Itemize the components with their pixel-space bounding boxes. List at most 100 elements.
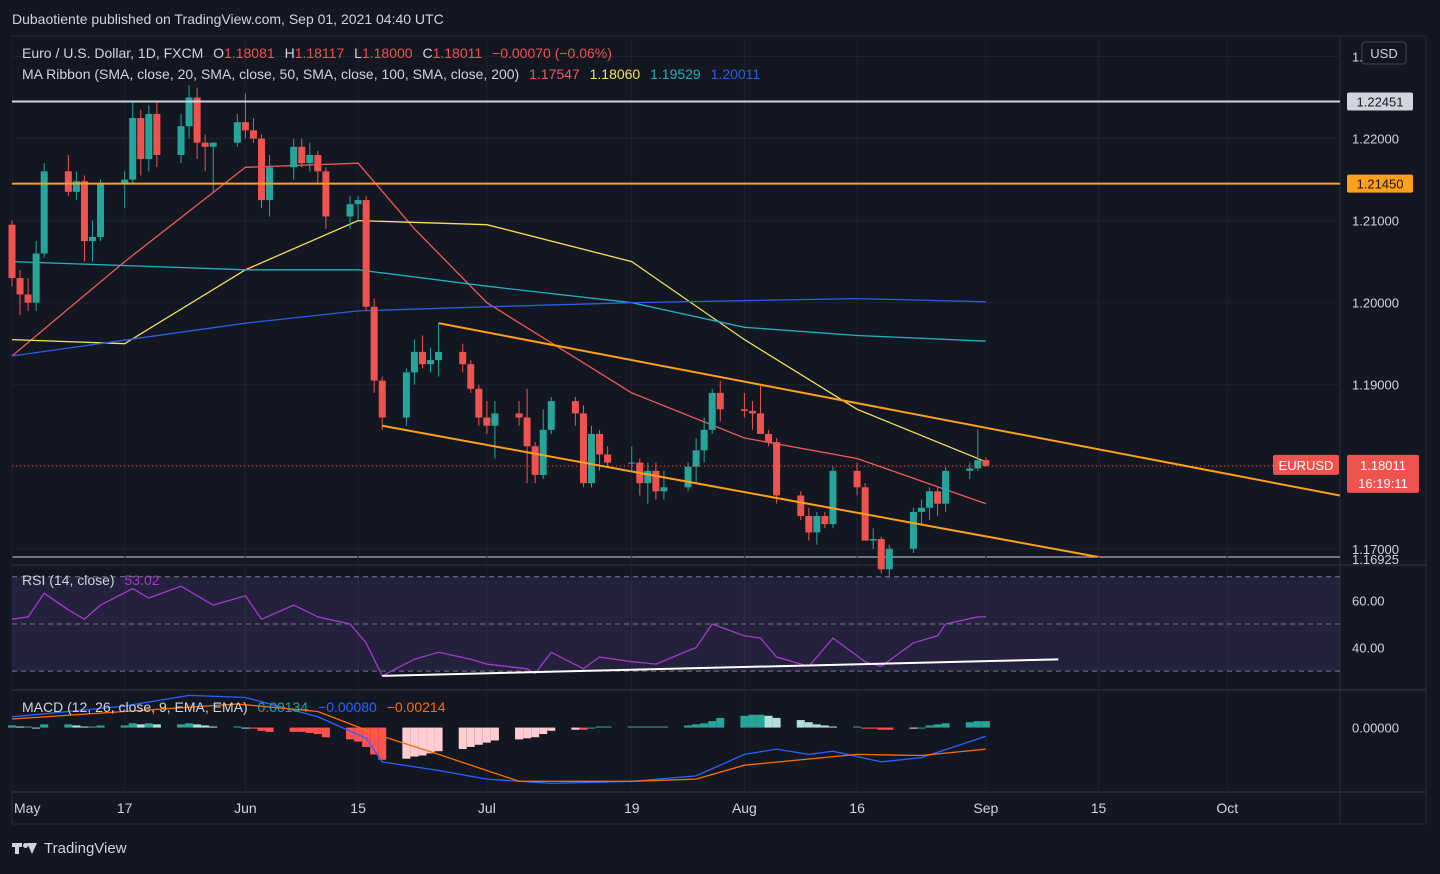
candle-body [523, 417, 531, 447]
candle [885, 544, 893, 578]
candle-body [241, 122, 249, 131]
macd-histogram-bar [144, 723, 153, 728]
macd-histogram-bar [595, 726, 604, 728]
ma200-line [11, 297, 986, 357]
macd-histogram-bar [177, 724, 186, 728]
time-tick-label: May [14, 800, 40, 816]
macd-histogram-bar [305, 727, 314, 733]
trendline-lower [382, 424, 1099, 557]
candle [740, 392, 748, 418]
candle-body [402, 372, 410, 418]
macd-histogram-bar [233, 726, 242, 728]
trendline-upper [438, 322, 1340, 497]
macd-histogram-bar [24, 726, 33, 728]
candle-body [821, 515, 829, 525]
candle [531, 442, 539, 484]
macd-tick-label: 0.00000 [1352, 721, 1399, 736]
ma200-value: 1.20011 [711, 66, 761, 82]
price-tick-label: 1.20000 [1352, 296, 1399, 311]
candle-body [145, 113, 153, 160]
macd-histogram-bar [820, 725, 829, 728]
macd-histogram-bar [804, 722, 813, 728]
candle [708, 388, 716, 434]
macd-histogram-bar [313, 727, 322, 735]
candle [40, 163, 48, 258]
candle [571, 397, 579, 426]
legend-high: 1.18117 [295, 45, 345, 61]
candle-body [435, 351, 443, 361]
candle-body [8, 224, 16, 279]
time-tick-label: Jun [234, 800, 257, 816]
candle [72, 171, 80, 201]
macd-histogram-bar [297, 727, 306, 732]
candle-body [258, 138, 266, 201]
candle [861, 483, 869, 541]
candle [982, 457, 990, 467]
macd-histogram-bar [370, 727, 379, 755]
footer-brand[interactable]: TradingView [12, 836, 127, 860]
candle-body [604, 454, 612, 463]
macd-histogram-bar [812, 724, 821, 728]
rsi-line [11, 585, 986, 677]
macd-histogram-bar [692, 724, 701, 728]
candle [700, 417, 708, 463]
candle [137, 109, 145, 176]
candle-body [410, 351, 418, 373]
candle-body [571, 401, 579, 414]
macd-histogram-bar [796, 720, 805, 728]
candle-body [346, 204, 354, 217]
brand-name: TradingView [44, 839, 127, 857]
macd-histogram-bar [925, 725, 934, 728]
candle [757, 384, 765, 434]
candle [129, 101, 137, 184]
candle [153, 101, 161, 168]
candle-body [129, 118, 137, 180]
candle [628, 446, 636, 471]
candle-body [249, 130, 257, 139]
candle-body [362, 200, 370, 307]
macd-legend: MACD (12, 26, close, 9, EMA, EMA) 0.0013… [22, 699, 446, 715]
candle [24, 278, 32, 311]
macd-histogram-bar [917, 727, 926, 729]
macd-histogram-bar [72, 725, 81, 728]
macd-histogram-bar [869, 727, 878, 729]
price-tag-value: 1.18011 [1360, 458, 1406, 473]
macd-histogram-bar [289, 727, 298, 732]
candle [177, 113, 185, 164]
currency-button[interactable]: USD [1361, 41, 1407, 65]
legend-h-label: H [285, 45, 295, 61]
candle-body [209, 142, 217, 147]
candle-body [459, 351, 467, 365]
macd-histogram-bar [16, 726, 25, 728]
candle [596, 429, 604, 471]
legend-c-label: C [422, 45, 432, 61]
candle [459, 343, 467, 373]
candle-body [531, 446, 539, 475]
macd-histogram-bar [700, 723, 709, 728]
candle [290, 138, 298, 180]
candle [467, 360, 475, 393]
macd-histogram-bar [201, 725, 210, 728]
candle [370, 298, 378, 393]
macd-histogram-bar [853, 726, 862, 728]
macd-histogram-bar [651, 726, 660, 728]
candle-body [290, 146, 298, 168]
macd-histogram-bar [684, 725, 693, 728]
candle [193, 87, 201, 160]
macd-histogram-bar [579, 727, 588, 730]
candle [249, 118, 257, 143]
candle-body [177, 126, 185, 155]
candle-body [298, 146, 306, 164]
macd-histogram-bar [120, 725, 129, 728]
candle [88, 220, 96, 262]
macd-histogram-bar [571, 727, 580, 730]
level-tag-label: 1.21450 [1357, 177, 1404, 192]
candle [475, 384, 483, 426]
candle-body [88, 237, 96, 242]
macd-histogram-bar [426, 727, 435, 754]
candle [813, 511, 821, 545]
macd-histogram-bar [418, 727, 427, 756]
candle-body [797, 495, 805, 516]
